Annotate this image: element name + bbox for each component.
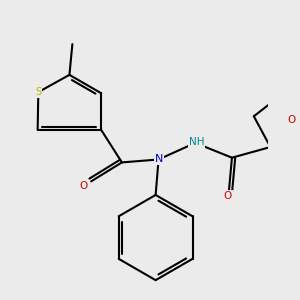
Text: NH: NH [189,137,204,147]
Text: O: O [287,115,295,125]
Text: S: S [35,87,41,97]
Text: O: O [224,191,232,201]
Text: N: N [154,154,163,164]
Text: O: O [79,181,88,191]
